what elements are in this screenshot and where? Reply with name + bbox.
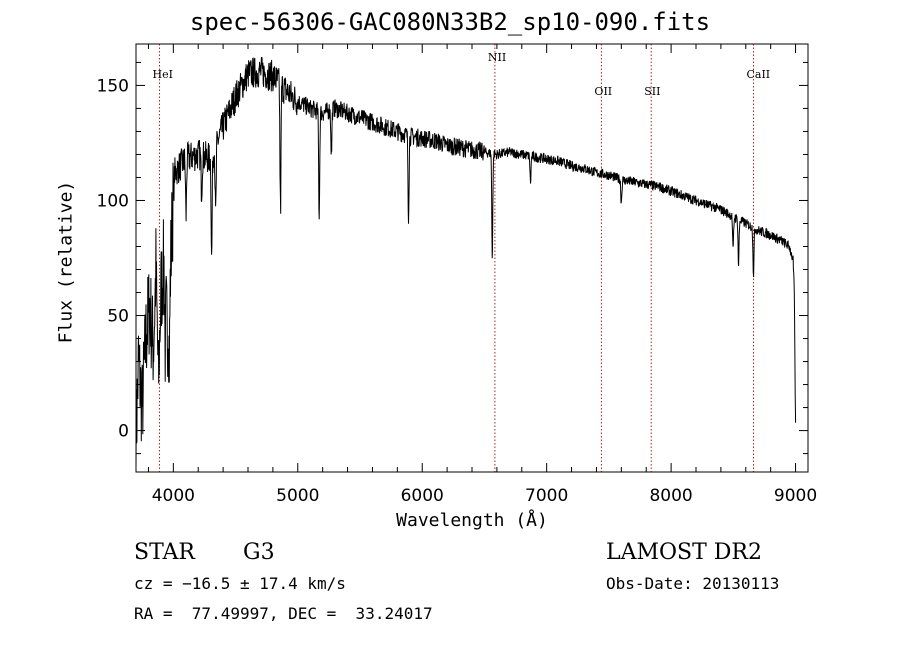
axes: 4000 5000 6000 7000 8000 9000 0 50 100 150 xyxy=(97,43,817,506)
line-marker-label-oii: OII xyxy=(594,85,612,98)
x-tick-label-7000: 7000 xyxy=(525,486,568,506)
x-axis-label: Wavelength (Å) xyxy=(396,510,548,531)
x-tick-label-8000: 8000 xyxy=(649,486,692,506)
x-tick-label-9000: 9000 xyxy=(774,486,817,506)
line-marker-label-sii: SII xyxy=(644,85,660,98)
line-marker-label-nii: NII xyxy=(488,51,506,64)
x-tick-label-4000: 4000 xyxy=(152,486,195,506)
survey-name: LAMOST DR2 xyxy=(606,540,762,565)
plot-frame xyxy=(135,43,809,473)
y-axis-label: Flux (relative) xyxy=(55,180,77,344)
line-markers: HeI NII OII SII CaII xyxy=(153,44,770,472)
x-tick-label-5000: 5000 xyxy=(276,486,319,506)
y-tick-label-0: 0 xyxy=(118,422,129,442)
spectrum-series xyxy=(135,56,797,468)
y-tick-label-150: 150 xyxy=(97,76,129,96)
object-subclass: G3 xyxy=(243,540,275,565)
redshift-cz: cz = −16.5 ± 17.4 km/s xyxy=(134,574,346,593)
spectrum-line xyxy=(135,56,797,468)
chart-title: spec-56306-GAC080N33B2_sp10-090.fits xyxy=(189,8,711,36)
y-tick-label-50: 50 xyxy=(107,307,129,327)
y-tick-label-100: 100 xyxy=(97,191,129,211)
x-tick-label-6000: 6000 xyxy=(401,486,444,506)
line-marker-label-hei: HeI xyxy=(153,68,173,81)
coordinates: RA = 77.49997, DEC = 33.24017 xyxy=(134,604,433,623)
line-marker-label-caii: CaII xyxy=(746,68,770,81)
object-class: STAR xyxy=(134,540,195,565)
observation-date: Obs-Date: 20130113 xyxy=(606,574,780,593)
